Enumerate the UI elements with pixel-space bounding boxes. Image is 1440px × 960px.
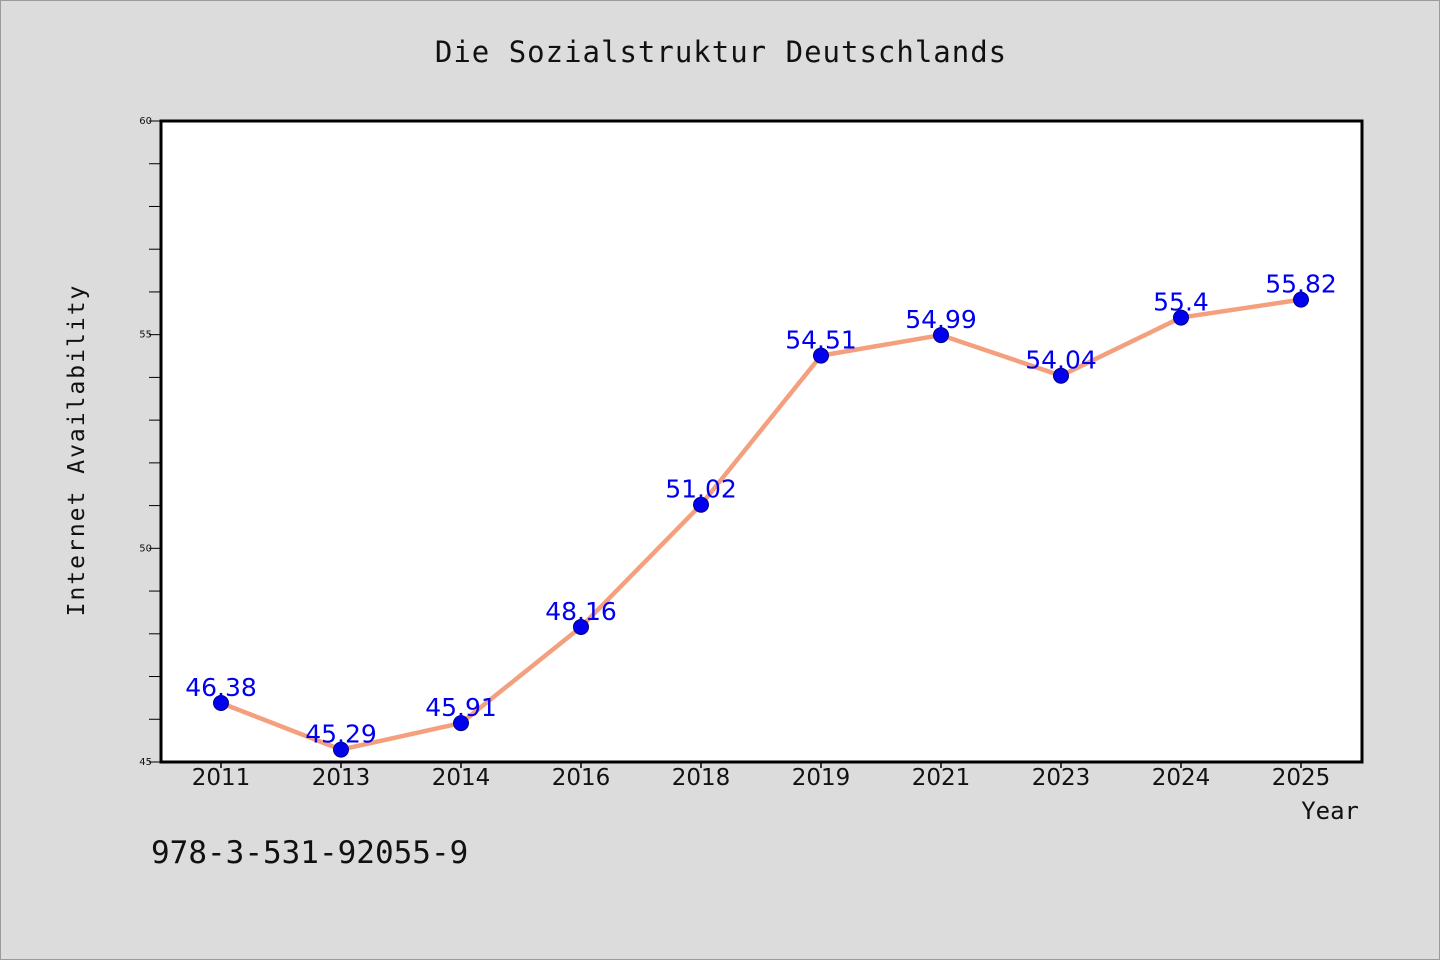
data-point — [813, 347, 829, 364]
data-label: 55.82 — [1265, 270, 1337, 299]
x-tick-label: 2024 — [1152, 765, 1211, 791]
plot-frame — [159, 119, 1364, 764]
data-label: 54.04 — [1025, 346, 1097, 375]
data-label: 48.16 — [545, 597, 617, 626]
data-labels: 46.38 45.29 45.91 48.16 51.02 54.51 54.99 54.04… — [185, 270, 1337, 749]
x-tick-label: 2023 — [1032, 765, 1091, 791]
data-label: 45.91 — [425, 693, 497, 722]
x-tick-label: 2021 — [912, 765, 971, 791]
data-point — [1173, 309, 1189, 326]
x-tick-label: 2019 — [792, 765, 851, 791]
data-point — [933, 327, 949, 344]
data-label: 54.51 — [785, 326, 857, 355]
y-axis-ticks: 45 50 55 60 — [139, 116, 161, 768]
data-label: 51.02 — [665, 475, 737, 504]
data-label: 55.4 — [1153, 288, 1209, 317]
y-tick-label: 50 — [139, 543, 152, 554]
x-axis-ticks: 2011 2013 2014 2016 2018 2019 2021 2023 2024 2025 — [192, 762, 1331, 791]
y-tick-label: 60 — [139, 116, 152, 127]
data-point — [453, 715, 469, 732]
x-tick-label: 2013 — [312, 765, 371, 791]
data-point — [1053, 367, 1069, 384]
series-line — [220, 297, 1302, 752]
data-point — [573, 618, 589, 635]
isbn-text: 978-3-531-92055-9 — [151, 835, 469, 871]
chart-title: Die Sozialstruktur Deutschlands — [434, 35, 1008, 69]
x-tick-label: 2018 — [672, 765, 731, 791]
x-tick-label: 2011 — [192, 765, 251, 791]
data-point — [333, 741, 349, 758]
y-minor-ticks — [149, 163, 161, 720]
data-markers — [213, 291, 1309, 758]
x-tick-label: 2014 — [432, 765, 491, 791]
x-tick-label: 2025 — [1272, 765, 1331, 791]
data-label: 45.29 — [305, 720, 377, 749]
data-label: 46.38 — [185, 673, 257, 702]
plot-area — [161, 121, 1362, 762]
y-tick-label: 45 — [139, 757, 152, 768]
x-tick-label: 2016 — [552, 765, 611, 791]
data-point — [1293, 291, 1309, 308]
data-point — [213, 695, 229, 712]
data-label: 54.99 — [905, 305, 977, 334]
data-point — [693, 496, 709, 513]
x-axis-label: Year — [1301, 797, 1359, 825]
y-tick-label: 55 — [139, 330, 152, 341]
